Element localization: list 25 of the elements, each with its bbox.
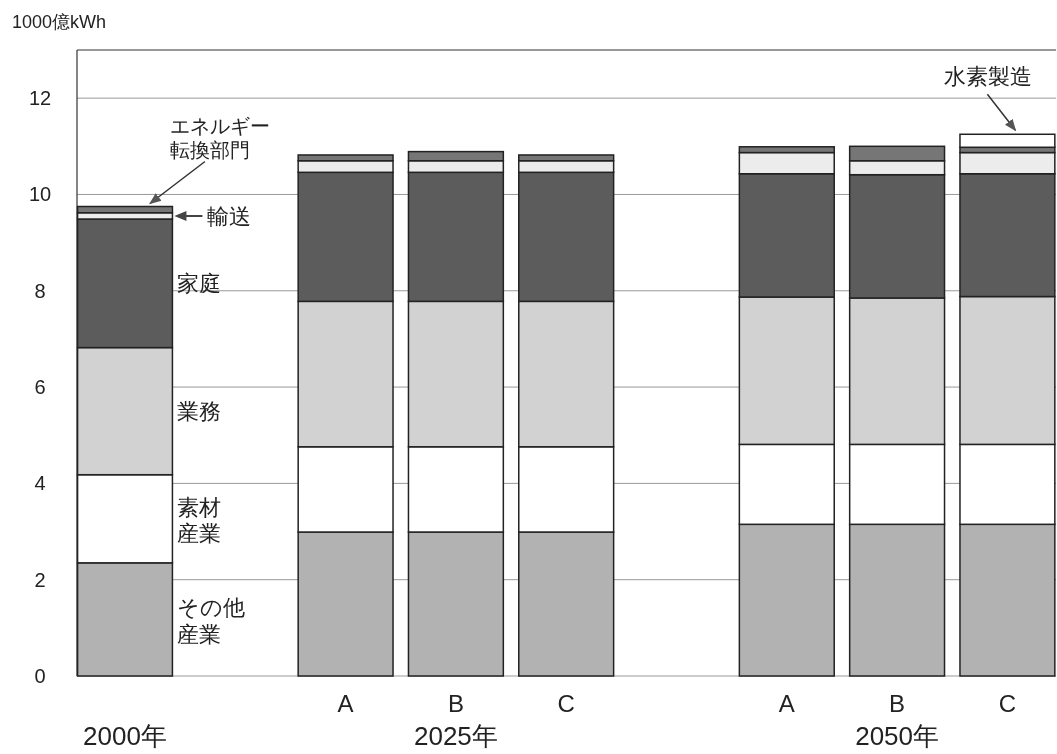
series-label: エネルギー転換部門 [170, 114, 270, 161]
bar [959, 133, 1056, 149]
text: 2000年 [83, 721, 167, 751]
text: 2050年 [855, 721, 940, 751]
x-tick-label: C [998, 690, 1017, 717]
series-label: 家庭 [177, 271, 222, 297]
y-tick-label: 2 [34, 568, 46, 591]
text: 水素製造 [944, 64, 1033, 90]
y-tick-label: 12 [28, 87, 52, 110]
series-label: 業務 [177, 399, 222, 425]
series-label: 輸送 [207, 203, 252, 229]
y-tick-label: 10 [28, 183, 52, 206]
x-tick-label: C [557, 690, 575, 717]
x-tick-label: B [447, 690, 464, 717]
series-label: 素材産業 [177, 494, 222, 547]
y-tick-label: 4 [34, 472, 46, 495]
y-tick-label: 6 [34, 376, 46, 399]
x-tick-label: B [889, 690, 906, 717]
x-tick-label: A [337, 690, 354, 717]
x-tick-label: A [778, 690, 795, 717]
y-axis-title: 1000億kWh [12, 12, 107, 32]
series-label: その他産業 [177, 595, 246, 647]
y-tick-label: 0 [34, 665, 46, 687]
y-tick-label: 8 [34, 279, 46, 302]
text: 2025年 [413, 721, 498, 751]
